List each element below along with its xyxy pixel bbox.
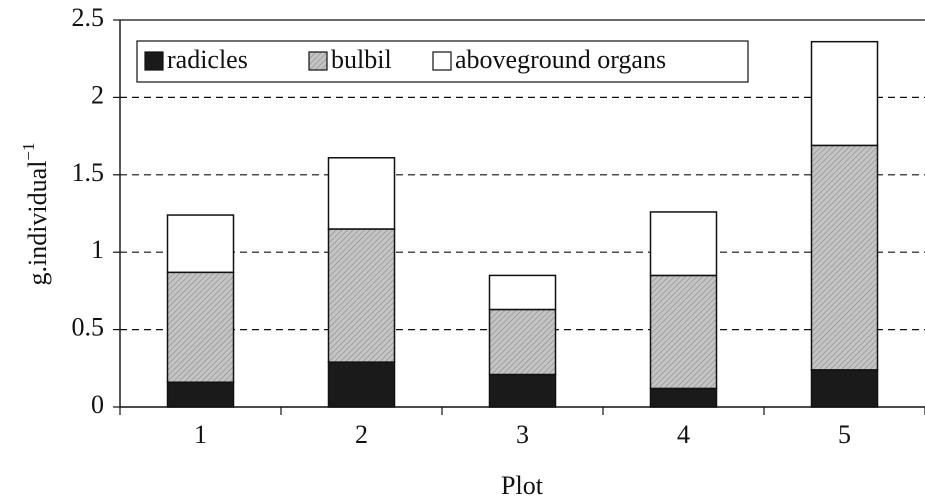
y-tick-label: 2	[91, 80, 104, 109]
x-tick-label: 4	[677, 420, 690, 449]
y-tick-label: 1.5	[72, 158, 105, 187]
bar-segment	[810, 40, 879, 147]
legend-swatch	[144, 51, 164, 71]
legend-label: radicles	[167, 45, 248, 74]
x-tick-label: 2	[355, 420, 368, 449]
legend-swatch	[432, 51, 452, 71]
x-tick-label: 1	[194, 420, 207, 449]
y-axis-label-text: g.individual	[23, 161, 52, 286]
bar-segment	[166, 214, 235, 274]
bar-segment	[649, 211, 718, 277]
bar-segment	[327, 228, 396, 363]
bar-segment	[327, 157, 396, 230]
bar-segment	[810, 369, 879, 408]
bar-segment	[166, 381, 235, 408]
bar-segment	[810, 144, 879, 371]
y-tick-label: 0	[91, 390, 104, 419]
x-tick-label: 3	[516, 420, 529, 449]
bar-segment	[649, 387, 718, 408]
y-axis-label: g.individual−1	[19, 142, 52, 285]
y-tick-label: 2.5	[72, 3, 105, 32]
bar-segment	[649, 274, 718, 390]
bar-segment	[488, 274, 557, 311]
y-axis-label-exponent: −1	[19, 142, 38, 160]
x-axis-label: Plot	[501, 471, 544, 500]
legend-label: bulbil	[331, 45, 392, 74]
bar-segment	[488, 373, 557, 408]
x-tick-label: 5	[838, 420, 851, 449]
bar-segment	[166, 271, 235, 383]
y-tick-label: 1	[91, 235, 104, 264]
legend-swatch	[308, 51, 328, 71]
bar-segment	[327, 361, 396, 408]
bar-segment	[488, 308, 557, 376]
legend-label: aboveground organs	[455, 45, 666, 74]
y-tick-label: 0.5	[72, 313, 105, 342]
